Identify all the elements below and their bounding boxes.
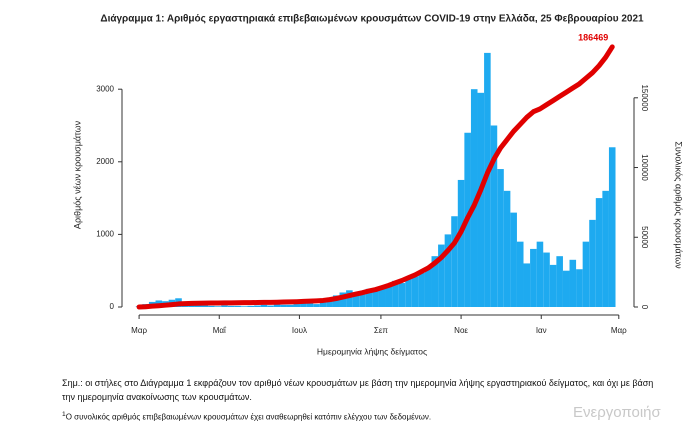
y2-axis-label: Συνολικός αριθμός κρουσμάτων [674,141,684,269]
bar [260,304,268,307]
bar [326,297,333,307]
bar [234,305,241,307]
x-tick-label: Μαρ [131,326,147,335]
bar [424,267,432,307]
x-tick-label: Ιαν [536,326,547,335]
footnote-text: Ο συνολικός αριθμός επιβεβαιωμένων κρουσ… [65,412,432,422]
bar [293,304,301,307]
bar [530,248,537,307]
bar [582,241,590,307]
end-label: 186469 [578,32,608,42]
bar [438,244,445,307]
y-tick-label: 2000 [96,157,114,166]
y-tick-label: 0 [110,302,115,311]
bar [418,272,425,307]
bar [451,216,458,307]
bar [267,305,274,307]
bar [372,291,379,307]
bar [332,295,340,307]
bar [247,305,255,307]
y2-tick-label: 50000 [640,226,649,249]
bar [227,305,235,307]
bar [595,198,603,307]
bar [457,179,465,307]
bar [411,276,419,307]
y-tick-label: 1000 [96,230,114,239]
bar [523,263,531,307]
bar [510,212,517,307]
bar [346,290,353,307]
bar [398,283,406,307]
x-tick-label: Ιουλ [292,326,307,335]
y-tick-label: 3000 [96,84,114,93]
bar [221,305,228,307]
bar [378,286,386,307]
bar [562,270,570,307]
y-axis-label: Αριθμός νέων κρουσμάτων [72,120,82,229]
bar [313,304,320,307]
bar [569,259,577,307]
x-tick-label: Σεπ [374,326,389,335]
y2-tick-label: 0 [640,305,649,310]
bar [208,305,215,307]
bar [240,306,248,307]
bar [286,304,294,307]
bar [319,299,327,307]
bar [392,280,399,307]
bar [543,252,550,307]
bar [431,256,439,307]
bar [214,306,222,307]
bar [549,264,557,307]
bar [352,293,360,307]
bar [254,305,261,307]
bar [516,241,524,307]
y2-tick-label: 100000 [640,154,649,181]
bar [556,256,563,307]
bar [280,304,287,307]
bar [503,190,511,307]
bar [470,89,478,308]
bar [365,288,373,307]
watermark: Ενεργοποιήσ [573,404,661,421]
bar [359,292,366,307]
bar [490,125,498,307]
footnote: 1Ο συνολικός αριθμός επιβεβαιωμένων κρου… [62,408,431,425]
bar [385,285,393,307]
chart-title: Διάγραμμα 1: Αριθμός εργαστηριακά επιβεβ… [100,14,644,25]
bar [405,278,412,307]
x-tick-label: Μαΐ [213,326,227,335]
footnote-mark: 1 [62,411,66,418]
bar [300,303,307,307]
bar [608,147,616,307]
bar [306,302,314,307]
y2-tick-label: 150000 [640,84,649,111]
chart: Διάγραμμα 1: Αριθμός εργαστηριακά επιβεβ… [72,14,684,357]
x-tick-label: Μαρ [611,326,627,335]
x-tick-label: Νοε [454,326,468,335]
bar [576,269,583,307]
x-axis-label: Ημερομηνία λήψης δείγματος [317,346,427,356]
note: Σημ.: οι στήλες στο Διάγραμμα 1 εκφράζου… [62,378,654,402]
cumulative-line [136,44,615,310]
bar [444,234,452,307]
bar [477,92,485,307]
bar [536,241,544,307]
bar [273,304,281,307]
bar [339,292,347,307]
bar [201,305,209,307]
bar [497,169,504,307]
bar [602,190,609,307]
bar [589,219,596,307]
